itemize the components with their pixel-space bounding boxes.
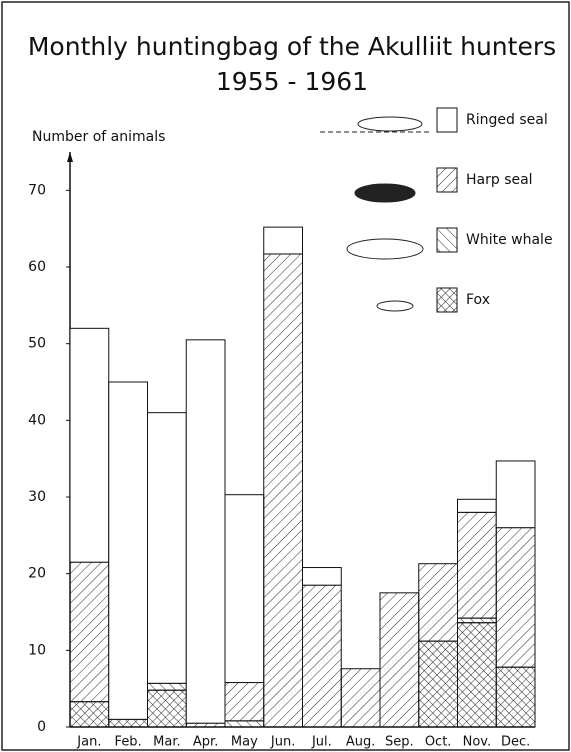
harp-seal-icon xyxy=(354,183,416,203)
bar-segment xyxy=(224,494,265,684)
seal-icon xyxy=(357,116,423,132)
x-tick-label: Oct. xyxy=(425,735,452,750)
bar-segment xyxy=(263,253,303,728)
bar-segment xyxy=(185,339,226,724)
fox-icon xyxy=(376,300,414,312)
legend-icons xyxy=(320,116,430,312)
x-tick-label: Dec. xyxy=(501,735,530,750)
bar-segment xyxy=(147,682,187,691)
bar-segment xyxy=(108,381,148,720)
bar-segment xyxy=(457,617,497,624)
bar-segment xyxy=(457,622,497,728)
y-tick-label: 0 xyxy=(37,719,46,735)
x-tick-label: Sep. xyxy=(385,735,414,750)
x-tick-label: May xyxy=(231,735,258,750)
bar-segment xyxy=(69,701,110,728)
bar-segment xyxy=(69,327,110,563)
y-tick-label: 40 xyxy=(28,412,46,428)
y-tick-label: 70 xyxy=(28,182,46,198)
y-tick-label: 30 xyxy=(28,489,46,505)
bar-segment xyxy=(340,668,381,728)
bar-segment xyxy=(108,718,148,728)
bar-segment xyxy=(302,567,342,586)
bar-segment xyxy=(224,720,265,728)
bar-segment xyxy=(495,666,536,728)
bar-segment xyxy=(302,584,342,728)
x-tick-label: Feb. xyxy=(115,735,142,750)
legend-swatch xyxy=(436,227,458,253)
bar-segment xyxy=(69,561,110,703)
legend-swatch xyxy=(436,107,458,133)
legend-label: White whale xyxy=(466,232,553,248)
legend-swatch xyxy=(436,167,458,193)
bar-segment xyxy=(495,527,536,668)
y-axis-arrow xyxy=(67,152,73,162)
legend-label: Harp seal xyxy=(466,172,533,188)
bar-segment xyxy=(185,722,226,728)
y-tick-label: 20 xyxy=(28,566,46,582)
bar-segment xyxy=(147,689,187,728)
bar-segment xyxy=(457,498,497,513)
x-tick-label: Aug. xyxy=(346,735,376,750)
y-axis-label: Number of animals xyxy=(32,129,165,145)
x-tick-label: Apr. xyxy=(193,735,218,750)
x-tick-label: Jul. xyxy=(311,735,332,750)
legend-label: Ringed seal xyxy=(466,112,548,128)
whale-icon xyxy=(346,238,424,260)
y-tick-label: 60 xyxy=(28,259,46,275)
legend-swatch xyxy=(436,287,458,313)
x-tick-label: Mar. xyxy=(153,735,180,750)
bar-segment xyxy=(147,412,187,684)
bar-segment xyxy=(495,460,536,529)
y-tick-label: 10 xyxy=(28,642,46,658)
chart-subtitle: 1955 - 1961 xyxy=(216,67,368,96)
y-tick-label: 50 xyxy=(28,336,46,352)
chart-title: Monthly huntingbag of the Akulliit hunte… xyxy=(28,32,556,61)
bar-segment xyxy=(457,511,497,619)
x-tick-label: Nov. xyxy=(463,735,492,750)
legend-label: Fox xyxy=(466,292,490,308)
bar-segment xyxy=(418,563,458,642)
bar-segment xyxy=(263,226,303,255)
bar-segment xyxy=(224,682,265,722)
bar-segment xyxy=(418,640,458,728)
x-tick-label: Jun. xyxy=(270,735,295,750)
bar-segment xyxy=(379,592,420,728)
x-tick-label: Jan. xyxy=(76,735,101,750)
